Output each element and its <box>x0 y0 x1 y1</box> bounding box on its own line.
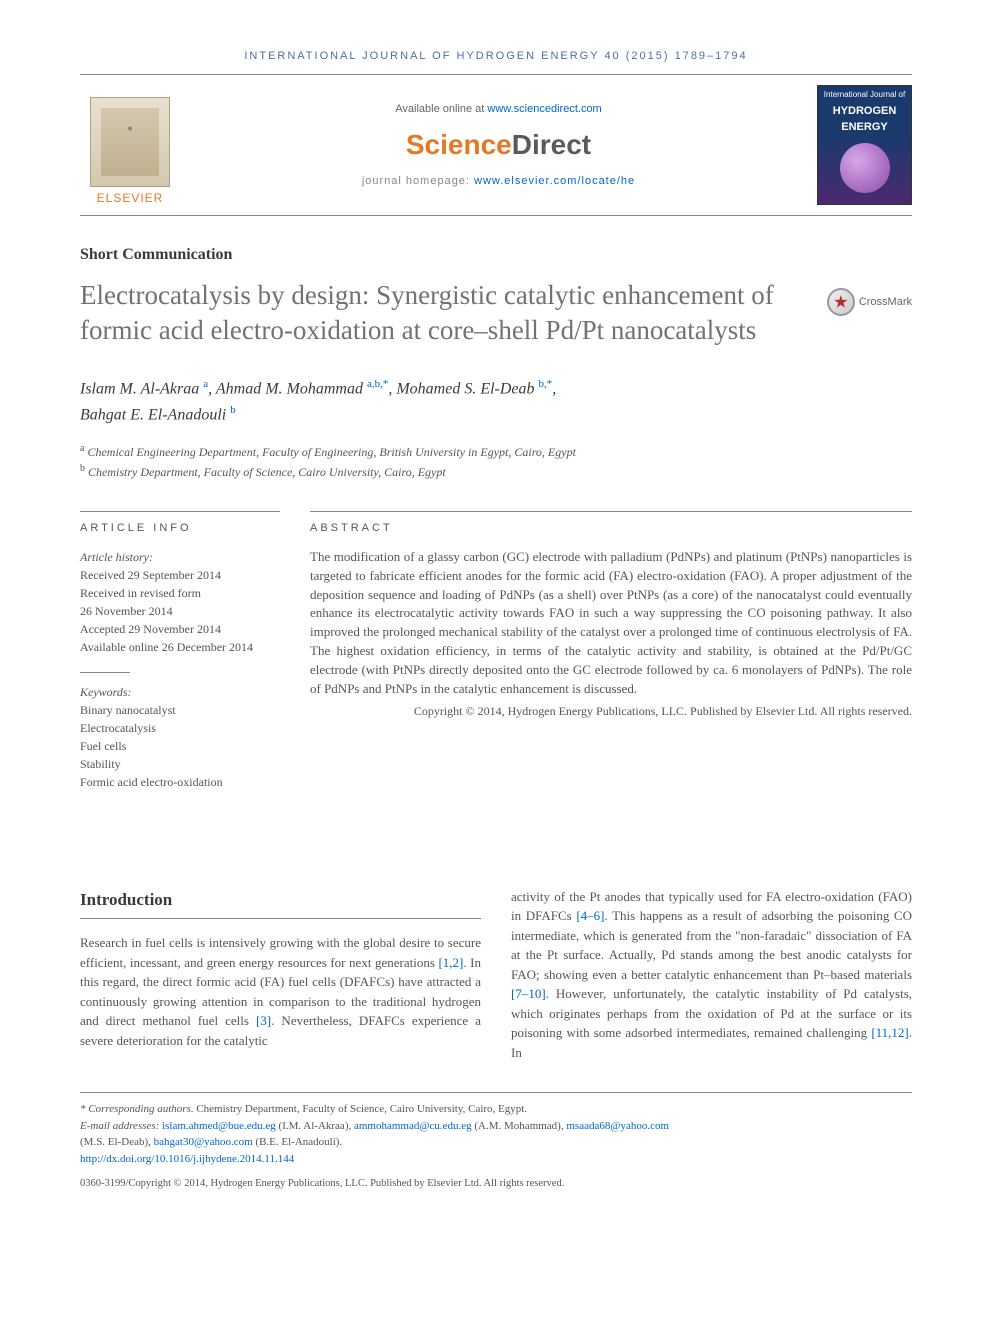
online-date: Available online 26 December 2014 <box>80 638 280 656</box>
abstract-text: The modification of a glassy carbon (GC)… <box>310 548 912 699</box>
issn-copyright: 0360-3199/Copyright © 2014, Hydrogen Ene… <box>80 1177 912 1192</box>
authors-list: Islam M. Al-Akraa a, Ahmad M. Mohammad a… <box>80 376 912 427</box>
citation-link[interactable]: [7–10] <box>511 986 546 1001</box>
homepage-link[interactable]: www.elsevier.com/locate/he <box>474 175 635 187</box>
article-type: Short Communication <box>80 246 912 264</box>
keyword: Electrocatalysis <box>80 719 280 737</box>
abstract-copyright: Copyright © 2014, Hydrogen Energy Public… <box>310 703 912 720</box>
author-emails: E-mail addresses: islam.ahmed@bue.edu.eg… <box>80 1118 912 1151</box>
journal-cover-thumbnail: International Journal of HYDROGEN ENERGY <box>817 85 912 205</box>
citation-link[interactable]: [11,12] <box>871 1025 908 1040</box>
keyword: Stability <box>80 755 280 773</box>
received-date: Received 29 September 2014 <box>80 566 280 584</box>
sciencedirect-logo: ScienceDirect <box>180 129 817 161</box>
keywords-label: Keywords: <box>80 683 280 701</box>
keyword: Fuel cells <box>80 737 280 755</box>
email-link[interactable]: bahgat30@yahoo.com <box>154 1136 253 1148</box>
elsevier-logo: ELSEVIER <box>80 85 180 205</box>
article-info-label: ARTICLE INFO <box>80 511 280 534</box>
crossmark-icon <box>834 295 848 309</box>
doi-link[interactable]: http://dx.doi.org/10.1016/j.ijhydene.201… <box>80 1153 294 1165</box>
citation-link[interactable]: [1,2] <box>438 955 463 970</box>
journal-banner: ELSEVIER Available online at www.science… <box>80 75 912 216</box>
keyword: Binary nanocatalyst <box>80 701 280 719</box>
author: Mohamed S. El-Deab <box>396 381 534 398</box>
abstract-label: ABSTRACT <box>310 511 912 534</box>
journal-header: INTERNATIONAL JOURNAL OF HYDROGEN ENERGY… <box>80 50 912 75</box>
elsevier-tree-icon <box>90 97 170 187</box>
author: Ahmad M. Mohammad <box>216 381 363 398</box>
intro-column-right: activity of the Pt anodes that typically… <box>511 887 912 1063</box>
footer-separator <box>80 1092 912 1101</box>
intro-column-left: Introduction Research in fuel cells is i… <box>80 887 481 1063</box>
journal-homepage-text: journal homepage: www.elsevier.com/locat… <box>180 175 817 187</box>
available-online-text: Available online at www.sciencedirect.co… <box>180 103 817 115</box>
history-label: Article history: <box>80 548 280 566</box>
accepted-date: Accepted 29 November 2014 <box>80 620 280 638</box>
elsevier-text: ELSEVIER <box>97 191 164 205</box>
revised-date: Received in revised form <box>80 584 280 602</box>
email-link[interactable]: ammohammad@cu.edu.eg <box>354 1120 472 1132</box>
corresponding-authors: * Corresponding authors. Chemistry Depar… <box>80 1101 912 1118</box>
article-info-column: ARTICLE INFO Article history: Received 2… <box>80 511 280 807</box>
citation-link[interactable]: [4–6] <box>576 908 604 923</box>
sciencedirect-link[interactable]: www.sciencedirect.com <box>487 103 601 115</box>
citation-link[interactable]: [3] <box>256 1013 271 1028</box>
abstract-column: ABSTRACT The modification of a glassy ca… <box>310 511 912 807</box>
article-title: Electrocatalysis by design: Synergistic … <box>80 278 807 348</box>
author: Bahgat E. El-Anadouli <box>80 406 226 423</box>
email-link[interactable]: msaada68@yahoo.com <box>566 1120 669 1132</box>
keyword: Formic acid electro-oxidation <box>80 773 280 791</box>
crossmark-badge[interactable]: CrossMark <box>827 288 912 316</box>
introduction-heading: Introduction <box>80 887 481 920</box>
author: Islam M. Al-Akraa <box>80 381 199 398</box>
email-link[interactable]: islam.ahmed@bue.edu.eg <box>162 1120 276 1132</box>
affiliations: a Chemical Engineering Department, Facul… <box>80 441 912 481</box>
revised-date: 26 November 2014 <box>80 602 280 620</box>
